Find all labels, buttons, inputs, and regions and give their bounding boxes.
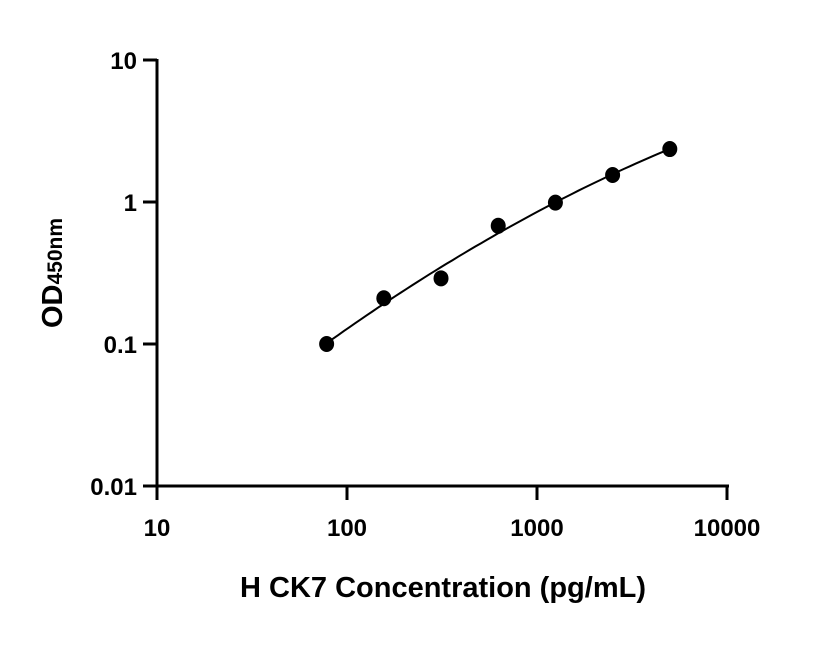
ticks: 10 100 1000 10000 0.01 0.1 1 10 bbox=[90, 48, 760, 542]
data-point bbox=[376, 290, 392, 307]
data-point bbox=[662, 141, 678, 158]
data-points bbox=[319, 141, 678, 352]
data-point bbox=[433, 270, 449, 287]
y-axis-label: OD450nm bbox=[37, 218, 69, 328]
y-axis-label-main: OD bbox=[37, 285, 69, 329]
data-point bbox=[319, 336, 335, 352]
y-axis-label-subscript: 450nm bbox=[44, 218, 67, 285]
y-tick-label: 10 bbox=[110, 48, 137, 75]
data-point bbox=[490, 217, 506, 234]
y-tick-label: 1 bbox=[124, 190, 137, 217]
x-axis-label: H CK7 Concentration (pg/mL) bbox=[240, 572, 646, 604]
x-tick-label: 10000 bbox=[694, 515, 761, 542]
x-tick-label: 100 bbox=[327, 515, 367, 542]
axes bbox=[155, 59, 729, 488]
y-tick-label: 0.01 bbox=[90, 474, 137, 501]
x-tick-label: 10 bbox=[144, 515, 171, 542]
data-point bbox=[547, 194, 563, 211]
x-tick-label: 1000 bbox=[510, 515, 563, 542]
y-tick-label: 0.1 bbox=[104, 332, 137, 359]
data-point bbox=[605, 166, 621, 183]
